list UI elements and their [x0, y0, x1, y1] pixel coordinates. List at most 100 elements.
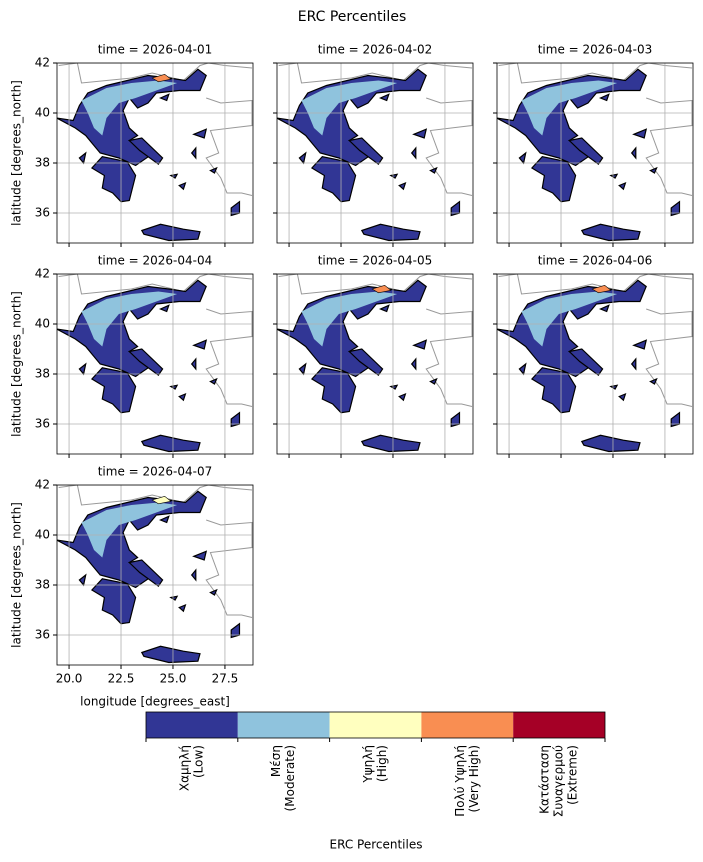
map — [57, 63, 253, 243]
map — [277, 274, 473, 454]
panel: time = 2026-04-07 20.0 22.5 25.0 27.5 36 38 40 4… — [10, 465, 254, 686]
y-tick-label: 40 — [35, 317, 50, 331]
colorbar-label: (Extreme) — [566, 745, 580, 805]
panel-title: time = 2026-04-02 — [318, 43, 433, 57]
y-tick-label: 38 — [35, 367, 50, 381]
land — [178, 392, 187, 402]
land — [670, 200, 681, 217]
land — [158, 93, 170, 102]
land — [78, 151, 87, 165]
y-tick-label: 40 — [35, 528, 50, 542]
land — [140, 645, 201, 664]
land — [609, 173, 619, 179]
axes-frame — [56, 484, 254, 666]
land — [429, 377, 438, 385]
panel: time = 2026-04-05 — [273, 254, 474, 458]
coastline — [425, 308, 473, 407]
land — [209, 588, 218, 596]
land — [609, 384, 619, 390]
land — [518, 151, 527, 165]
colorbar-segment — [146, 712, 238, 738]
land — [398, 181, 407, 191]
land — [78, 362, 87, 376]
land — [580, 223, 641, 242]
y-tick-label: 42 — [35, 267, 50, 281]
coastline — [425, 97, 473, 196]
moderate-area — [301, 291, 398, 347]
country-border — [58, 274, 253, 295]
land — [230, 200, 241, 217]
coastline — [205, 308, 253, 407]
land — [410, 146, 417, 160]
land — [360, 223, 421, 242]
y-tick-label: 36 — [35, 206, 50, 220]
panel: time = 2026-04-01 36 38 40 42 latitude [degre… — [10, 43, 254, 247]
moderate-area — [301, 80, 398, 136]
land — [450, 411, 461, 428]
land — [630, 357, 637, 371]
panel-title: time = 2026-04-04 — [98, 254, 213, 268]
high-area — [371, 284, 392, 294]
land — [649, 377, 658, 385]
x-tick-label: 25.0 — [160, 672, 187, 686]
panel-title: time = 2026-04-03 — [538, 43, 653, 57]
land — [128, 137, 164, 166]
x-tick-label: 22.5 — [108, 672, 135, 686]
map — [497, 63, 693, 243]
high-area — [591, 284, 612, 294]
land — [298, 151, 307, 165]
land — [90, 367, 137, 414]
land — [632, 339, 648, 350]
land — [190, 568, 197, 582]
land — [632, 128, 648, 139]
moderate-area — [521, 291, 618, 347]
chart-title: ERC Percentiles — [298, 9, 406, 25]
land — [450, 200, 461, 217]
panel: time = 2026-04-02 — [273, 43, 474, 247]
y-tick-label: 40 — [35, 106, 50, 120]
map — [277, 63, 473, 243]
y-tick-label: 36 — [35, 628, 50, 642]
axes-frame — [276, 62, 474, 244]
y-axis-label: latitude [degrees_north] — [10, 502, 24, 648]
land — [57, 490, 207, 589]
land — [128, 348, 164, 377]
land — [277, 279, 427, 378]
panel: time = 2026-04-06 — [493, 254, 694, 458]
coastline — [645, 308, 693, 407]
high-area — [151, 495, 172, 505]
land — [518, 362, 527, 376]
land — [412, 128, 428, 139]
x-axis-label: longitude [degrees_east] — [80, 695, 230, 709]
country-border — [278, 63, 473, 84]
colorbar-label: Υψηλή — [361, 745, 375, 784]
panel-title: time = 2026-04-06 — [538, 254, 653, 268]
colorbar-label: (Very High) — [467, 745, 481, 812]
land — [568, 348, 604, 377]
land — [389, 173, 399, 179]
axes-frame — [56, 62, 254, 244]
land — [497, 279, 647, 378]
land — [497, 68, 647, 167]
land — [192, 128, 208, 139]
land — [90, 156, 137, 203]
colorbar-segment — [513, 712, 605, 738]
land — [169, 595, 179, 601]
land — [230, 411, 241, 428]
land — [78, 573, 87, 587]
land — [348, 137, 384, 166]
land — [192, 339, 208, 350]
country-border — [58, 63, 253, 84]
y-axis-label: latitude [degrees_north] — [10, 80, 24, 226]
land — [389, 384, 399, 390]
land — [190, 357, 197, 371]
land — [618, 392, 627, 402]
colorbar-label: (Low) — [191, 745, 205, 778]
land — [90, 578, 137, 625]
land — [169, 384, 179, 390]
land — [530, 367, 577, 414]
land — [128, 559, 164, 588]
coastline — [205, 519, 253, 618]
country-border — [498, 63, 693, 84]
land — [178, 603, 187, 613]
